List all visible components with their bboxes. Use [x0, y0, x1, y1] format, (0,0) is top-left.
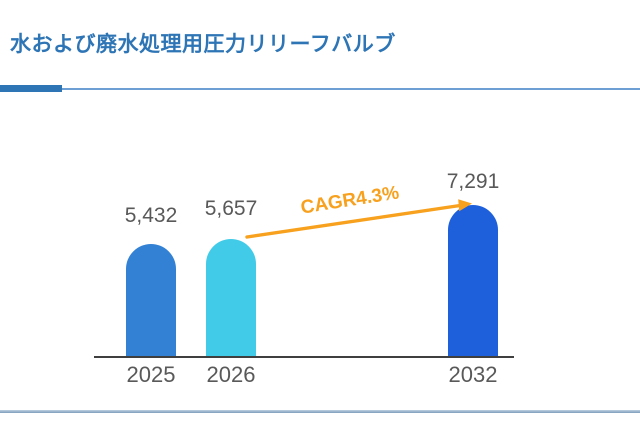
bar-2025: [126, 244, 176, 357]
bar-value-label-2025: 5,432: [124, 204, 178, 227]
bar-2026: [206, 239, 256, 357]
x-axis-line: [94, 356, 514, 358]
bar-value-label-2026: 5,657: [204, 197, 258, 220]
bar-value-label-2032: 7,291: [446, 170, 500, 193]
x-tick-label-2025: 2025: [126, 362, 176, 387]
bar-2032: [448, 205, 498, 357]
title-underline-thin-rule: [0, 88, 640, 90]
x-tick-label-2026: 2026: [206, 362, 256, 387]
cagr-annotation-label: CAGR4.3%: [299, 182, 401, 219]
title-underline-accent-rule: [0, 85, 62, 92]
x-tick-label-2032: 2032: [448, 362, 498, 387]
chart-title: 水および廃水処理用圧力リリーフバルブ: [10, 33, 396, 56]
footer-divider-rule: [0, 410, 640, 413]
